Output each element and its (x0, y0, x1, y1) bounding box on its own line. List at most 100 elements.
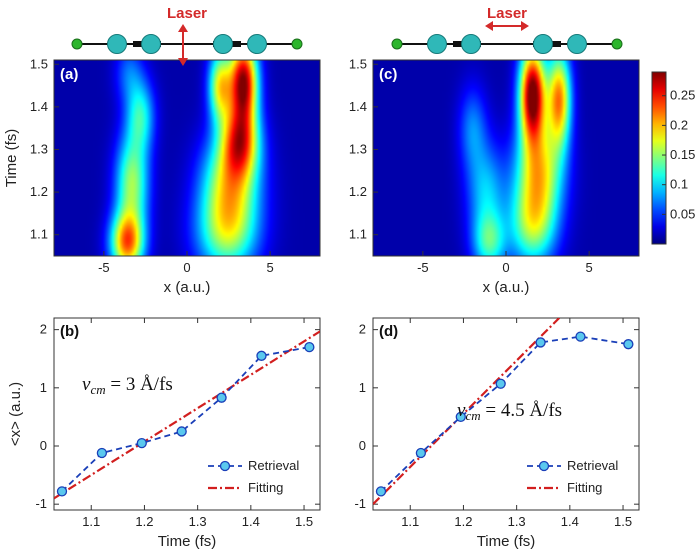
x-tick-label: 0 (502, 260, 509, 275)
y-tick-label: 1.4 (349, 99, 367, 114)
legend: Retrieval Fitting (208, 458, 299, 495)
x-tick-label: 1.3 (189, 514, 207, 529)
velocity-value: = 4.5 Å/fs (481, 400, 562, 421)
laser-label: Laser (487, 5, 527, 22)
x-tick-label: -5 (417, 260, 429, 275)
x-tick-label: 1.4 (561, 514, 579, 529)
x-axis-label: Time (fs) (477, 533, 536, 550)
hydrogen-atom (291, 38, 303, 50)
y-tick-label: 1.3 (349, 141, 367, 156)
legend-retrieval-label: Retrieval (248, 458, 299, 473)
x-axis-label: Time (fs) (158, 533, 217, 550)
x-tick-label: 5 (267, 260, 274, 275)
y-tick-label: 1.2 (349, 184, 367, 199)
x-axis-label: x (a.u.) (483, 279, 530, 296)
y-tick-label: 1.2 (30, 184, 48, 199)
x-tick-label: 5 (586, 260, 593, 275)
y-tick-label: 1 (40, 380, 47, 395)
retrieval-point (304, 341, 315, 353)
legend-fitting-label: Fitting (248, 480, 283, 495)
carbon-atom (567, 34, 587, 54)
y-tick-label: 0 (40, 438, 47, 453)
fitting-line (54, 330, 320, 500)
hydrogen-atom (391, 38, 403, 50)
laser-arrowhead-up (178, 24, 188, 32)
colorbar-tick-label: 0.1 (670, 177, 688, 192)
hydrogen-atom (611, 38, 623, 50)
colorbar-tick-label: 0.25 (670, 88, 695, 103)
panel-label: (a) (60, 66, 78, 83)
velocity-symbol: v (457, 400, 466, 421)
y-tick-label: 1 (359, 380, 366, 395)
velocity-symbol: v (82, 374, 91, 395)
legend-fitting-label: Fitting (567, 480, 602, 495)
retrieval-point (455, 411, 466, 423)
legend-retrieval-label: Retrieval (567, 458, 618, 473)
line-panel: 1.1 1.2 1.3 1.4 1.5 -1 0 1 2 Time (fs) (d) vcm = 4.… (354, 317, 640, 550)
panel-label: (c) (379, 66, 397, 83)
carbon-atom (427, 34, 447, 54)
velocity-value: = 3 Å/fs (106, 374, 173, 395)
retrieval-point (535, 337, 546, 348)
carbon-atom (533, 34, 553, 54)
y-tick-label: 1.3 (30, 141, 48, 156)
laser-arrowhead-right (521, 21, 529, 31)
x-tick-label: -5 (98, 260, 110, 275)
carbon-atom (461, 34, 481, 54)
y-tick-label: -1 (354, 496, 366, 511)
fitting-line (373, 318, 560, 505)
laser-arrowhead-down (178, 58, 188, 66)
carbon-atom (141, 34, 161, 54)
carbon-atom (107, 34, 127, 54)
y-tick-label: 1.4 (30, 99, 48, 114)
colorbar: 0.05 0.1 0.15 0.2 0.25 (651, 71, 695, 245)
heatmap-panel: -5 0 5 1.1 1.2 1.3 1.4 1.5 x (a.u.) (c) (349, 56, 640, 296)
colorbar-gradient (651, 71, 667, 245)
y-tick-label: 2 (40, 322, 47, 337)
retrieval-point (623, 339, 634, 350)
y-tick-label: 0 (359, 438, 366, 453)
retrieval-point (96, 447, 108, 459)
colorbar-tick-label: 0.05 (670, 206, 695, 221)
colorbar-tick-label: 0.15 (670, 147, 695, 162)
retrieval-point (495, 378, 506, 389)
laser-label: Laser (167, 5, 207, 22)
retrieval-point (136, 437, 147, 449)
panel-label: (d) (379, 323, 398, 340)
velocity-annotation: vcm = 3 Å/fs (82, 374, 173, 397)
x-tick-label: 1.2 (135, 514, 153, 529)
retrieval-point (415, 447, 427, 459)
molecule-diagram: Laser (391, 5, 623, 54)
x-tick-label: 1.3 (508, 514, 526, 529)
y-tick-label: 2 (359, 322, 366, 337)
x-tick-label: 1.5 (295, 514, 313, 529)
x-tick-label: 0 (183, 260, 190, 275)
retrieval-point (56, 486, 68, 497)
legend: Retrieval Fitting (527, 458, 618, 495)
carbon-atom (247, 34, 267, 54)
velocity-subscript: cm (90, 382, 105, 397)
y-tick-label: 1.5 (30, 56, 48, 71)
legend-retrieval-marker (538, 460, 550, 472)
laser-arrowhead-left (485, 21, 493, 31)
hydrogen-atom (71, 38, 83, 50)
line-panel: 1.1 1.2 1.3 1.4 1.5 -1 0 1 2 Time (fs) <x> (a.u.) (… (7, 317, 321, 550)
x-tick-label: 1.4 (242, 514, 260, 529)
retrieval-point (575, 331, 586, 342)
heatmap-field (54, 60, 320, 256)
x-tick-label: 1.1 (401, 514, 419, 529)
panel-label: (b) (60, 323, 79, 340)
y-tick-label: 1.1 (349, 227, 367, 242)
velocity-subscript: cm (465, 408, 480, 423)
retrieval-point (375, 486, 387, 497)
molecule-diagram: Laser (71, 5, 303, 66)
heatmap-panel: -5 0 5 1.1 1.2 1.3 1.4 1.5 x (a.u.) Time (fs) (a) (3, 56, 321, 296)
y-axis-label: Time (fs) (3, 129, 20, 188)
heatmap-field (373, 60, 639, 256)
x-axis-label: x (a.u.) (164, 279, 211, 296)
colorbar-tick-label: 0.2 (670, 117, 688, 132)
y-tick-label: 1.1 (30, 227, 48, 242)
y-axis-label: <x> (a.u.) (7, 382, 24, 446)
y-tick-label: 1.5 (349, 56, 367, 71)
